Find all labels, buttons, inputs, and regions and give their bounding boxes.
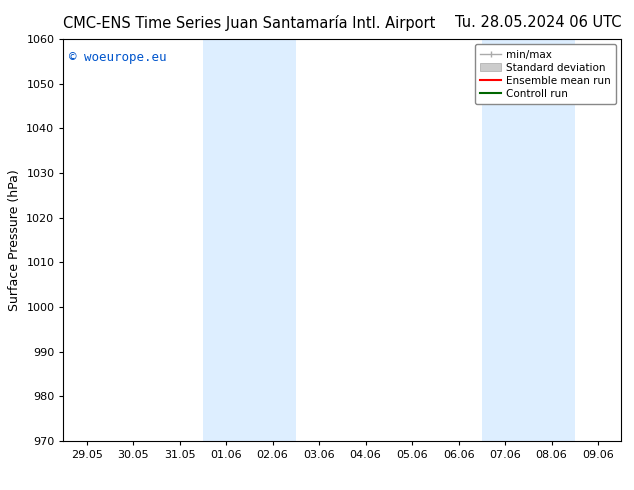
Bar [203, 39, 296, 441]
Legend: min/max, Standard deviation, Ensemble mean run, Controll run: min/max, Standard deviation, Ensemble me… [475, 45, 616, 104]
Text: CMC-ENS Time Series Juan Santamaría Intl. Airport: CMC-ENS Time Series Juan Santamaría Intl… [63, 15, 436, 31]
Text: Tu. 28.05.2024 06 UTC: Tu. 28.05.2024 06 UTC [455, 15, 621, 30]
Y-axis label: Surface Pressure (hPa): Surface Pressure (hPa) [8, 169, 21, 311]
Text: © woeurope.eu: © woeurope.eu [69, 51, 167, 64]
Bar [482, 39, 575, 441]
